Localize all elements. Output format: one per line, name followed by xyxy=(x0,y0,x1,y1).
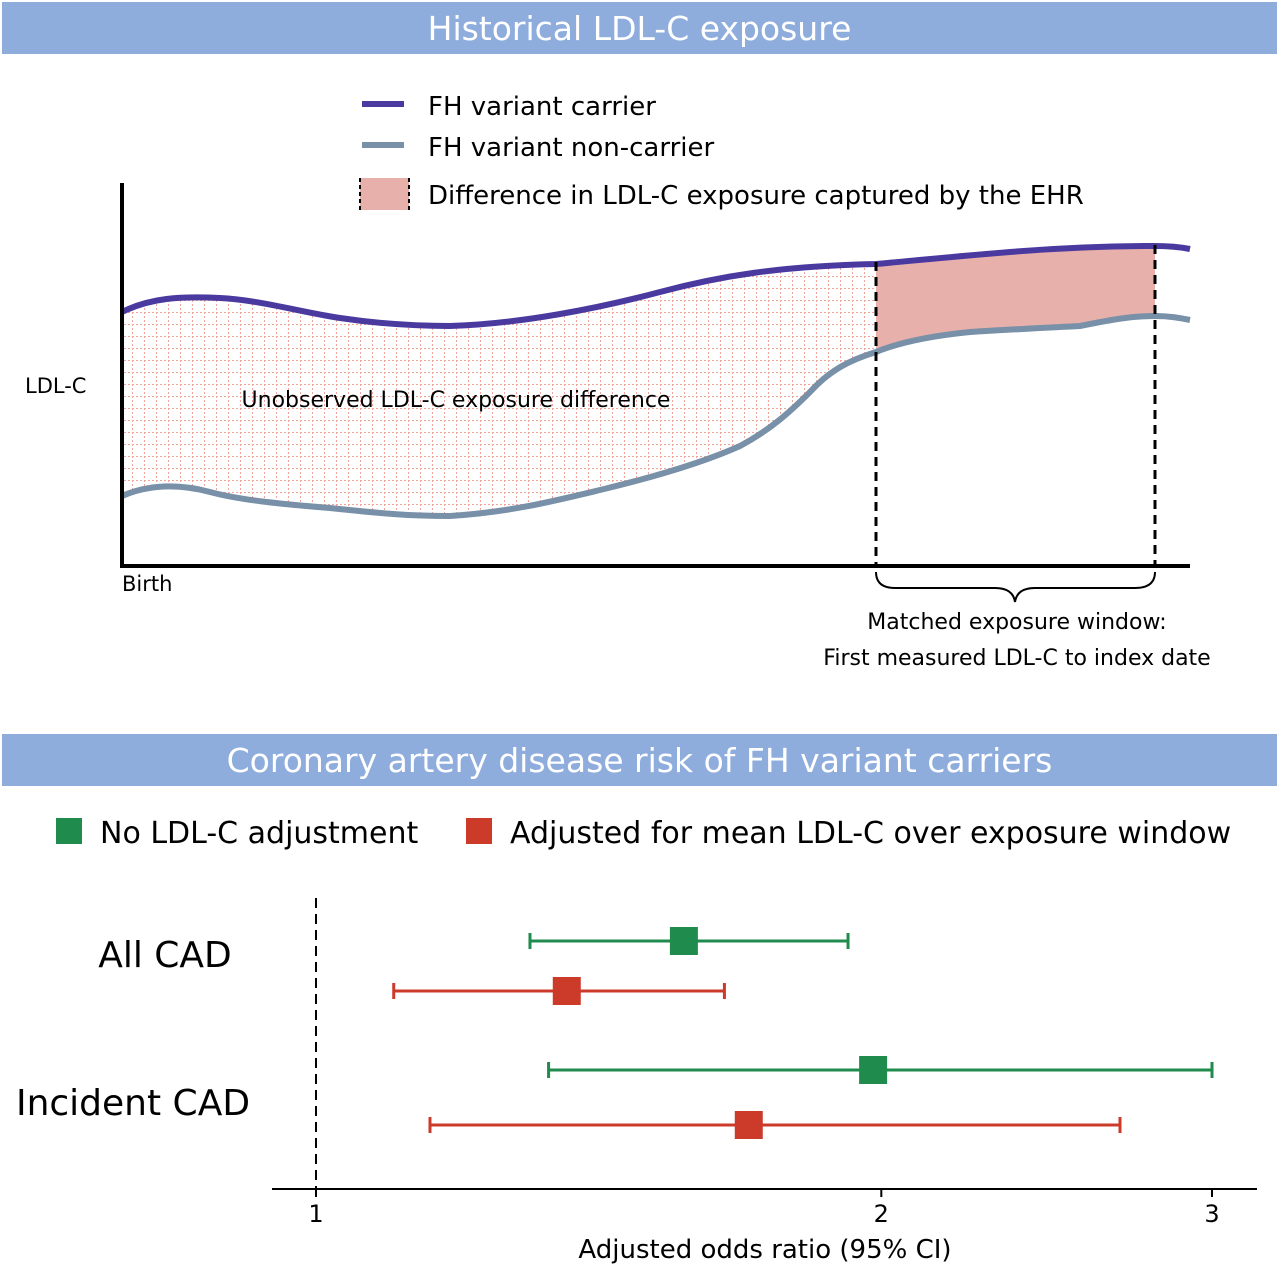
group-label-incident-cad: Incident CAD xyxy=(16,1083,250,1124)
x-tick-label: 3 xyxy=(1204,1200,1219,1228)
x-ticks: 1 2 3 xyxy=(308,1189,1220,1228)
unobserved-label: Unobserved LDL-C exposure difference xyxy=(242,388,671,413)
legend-label-adjusted: Adjusted for mean LDL-C over exposure wi… xyxy=(510,816,1231,851)
observed-difference-region xyxy=(876,246,1155,352)
window-label-line1: Matched exposure window: xyxy=(867,610,1166,635)
legend-label-carrier: FH variant carrier xyxy=(428,92,656,122)
x-tick-label: 2 xyxy=(874,1200,889,1228)
section-title-cad-risk: Coronary artery disease risk of FH varia… xyxy=(2,734,1277,786)
x-axis-label: Birth xyxy=(122,572,172,596)
point-estimate xyxy=(669,927,698,955)
legend-swatch-adjusted xyxy=(466,818,492,844)
point-estimate xyxy=(552,977,581,1005)
legend-swatch-no-adjust xyxy=(56,818,82,844)
legend-label-non-carrier: FH variant non-carrier xyxy=(428,133,714,163)
non-carrier-curve xyxy=(120,312,1191,520)
y-axis-label: LDL-C xyxy=(25,374,86,398)
point-estimate xyxy=(734,1111,763,1139)
carrier-curve xyxy=(120,242,1191,330)
forest-x-axis-label: Adjusted odds ratio (95% CI) xyxy=(578,1235,951,1265)
x-tick-label: 1 xyxy=(308,1200,323,1228)
unobserved-region xyxy=(122,264,876,516)
point-estimate xyxy=(859,1056,888,1084)
window-brace xyxy=(875,571,1156,603)
legend-label-no-adjust: No LDL-C adjustment xyxy=(100,816,419,851)
legend-swatch-difference xyxy=(360,178,409,210)
forest-estimates xyxy=(392,927,1214,1139)
section-title-historical: Historical LDL-C exposure xyxy=(2,2,1277,54)
legend-label-difference: Difference in LDL-C exposure captured by… xyxy=(428,181,1084,211)
window-label-line2: First measured LDL-C to index date xyxy=(823,646,1210,671)
group-label-all-cad: All CAD xyxy=(98,935,232,976)
